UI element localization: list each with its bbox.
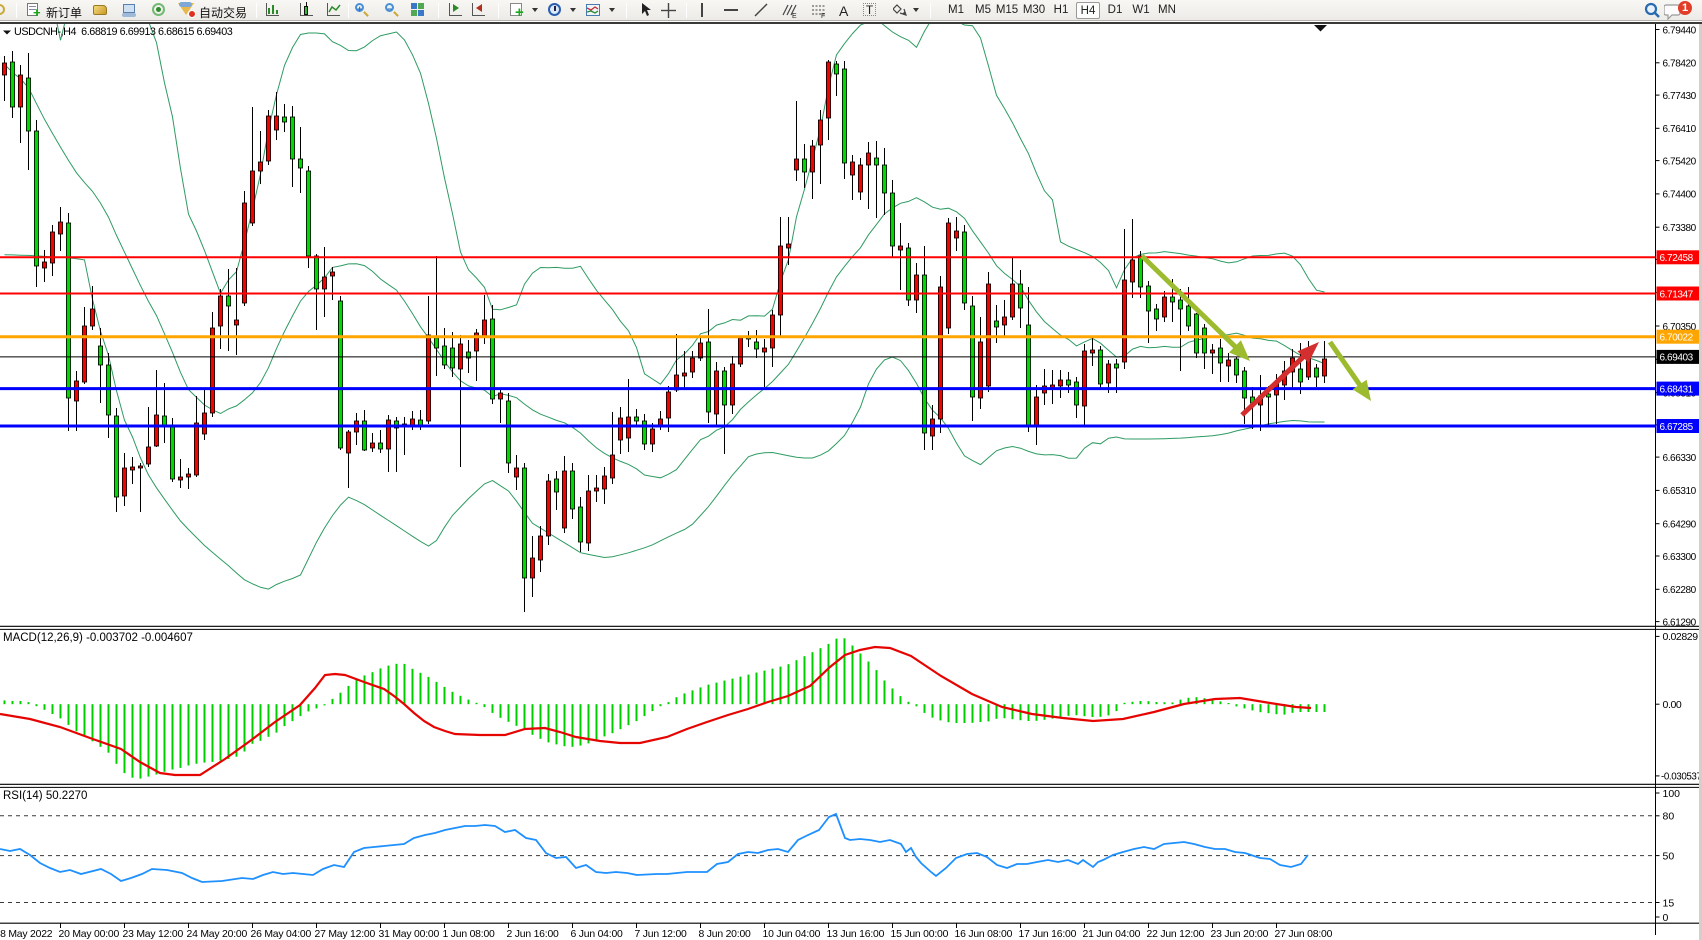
svg-text:0.00: 0.00 (1663, 699, 1682, 711)
svg-text:6.78420: 6.78420 (1663, 59, 1697, 70)
svg-text:MACD(12,26,9) -0.003702 -0.004: MACD(12,26,9) -0.003702 -0.004607 (3, 632, 193, 644)
svg-text:6.76410: 6.76410 (1663, 124, 1697, 135)
svg-text:20 May 00:00: 20 May 00:00 (59, 929, 120, 940)
svg-text:23 May 12:00: 23 May 12:00 (123, 929, 184, 940)
svg-text:6.69403: 6.69403 (1660, 353, 1694, 364)
svg-text:21 Jun 04:00: 21 Jun 04:00 (1083, 929, 1141, 940)
svg-text:10 Jun 04:00: 10 Jun 04:00 (763, 929, 821, 940)
svg-text:15 Jun 00:00: 15 Jun 00:00 (891, 929, 949, 940)
svg-text:6.61290: 6.61290 (1663, 617, 1697, 628)
svg-text:6.71347: 6.71347 (1660, 289, 1694, 300)
svg-text:17 Jun 16:00: 17 Jun 16:00 (1019, 929, 1077, 940)
svg-text:6.70022: 6.70022 (1660, 333, 1694, 344)
svg-text:F: F (821, 13, 825, 18)
svg-text:6.72458: 6.72458 (1660, 253, 1694, 264)
svg-text:6.64290: 6.64290 (1663, 520, 1697, 531)
svg-text:50: 50 (1663, 850, 1675, 862)
svg-text:15: 15 (1663, 897, 1675, 909)
svg-text:6.75420: 6.75420 (1663, 156, 1697, 167)
svg-text:6.63300: 6.63300 (1663, 552, 1697, 563)
svg-text:23 Jun 20:00: 23 Jun 20:00 (1211, 929, 1269, 940)
svg-text:24 May 20:00: 24 May 20:00 (187, 929, 248, 940)
svg-text:27 May 12:00: 27 May 12:00 (315, 929, 376, 940)
svg-text:6.77430: 6.77430 (1663, 91, 1697, 102)
svg-text:6.74400: 6.74400 (1663, 190, 1697, 201)
svg-text:6.68431: 6.68431 (1660, 384, 1694, 395)
svg-text:RSI(14) 50.2270: RSI(14) 50.2270 (3, 790, 87, 802)
svg-text:E: E (792, 13, 797, 18)
svg-text:13 Jun 16:00: 13 Jun 16:00 (827, 929, 885, 940)
svg-text:-0.030537: -0.030537 (1661, 772, 1702, 783)
svg-text:1 Jun 08:00: 1 Jun 08:00 (443, 929, 496, 940)
svg-text:8 Jun 20:00: 8 Jun 20:00 (699, 929, 752, 940)
svg-text:26 May 04:00: 26 May 04:00 (251, 929, 312, 940)
svg-text:16 Jun 08:00: 16 Jun 08:00 (955, 929, 1013, 940)
svg-text:USDCNH-,H4 6.68819 6.69913 6.: USDCNH-,H4 6.68819 6.69913 6.68615 6.694… (14, 26, 233, 38)
svg-text:7 Jun 12:00: 7 Jun 12:00 (635, 929, 688, 940)
svg-text:6.62280: 6.62280 (1663, 585, 1697, 596)
svg-text:80: 80 (1663, 811, 1675, 823)
svg-text:6.66330: 6.66330 (1663, 453, 1697, 464)
svg-text:2 Jun 16:00: 2 Jun 16:00 (507, 929, 560, 940)
svg-text:6 Jun 04:00: 6 Jun 04:00 (571, 929, 624, 940)
svg-text:6.70350: 6.70350 (1663, 322, 1697, 333)
svg-text:6.79440: 6.79440 (1663, 25, 1697, 36)
svg-text:22 Jun 12:00: 22 Jun 12:00 (1147, 929, 1205, 940)
svg-text:0: 0 (1663, 912, 1669, 924)
svg-text:6.73380: 6.73380 (1663, 223, 1697, 234)
svg-text:27 Jun 08:00: 27 Jun 08:00 (1275, 929, 1333, 940)
svg-text:18 May 2022: 18 May 2022 (0, 929, 53, 940)
svg-text:31 May 00:00: 31 May 00:00 (379, 929, 440, 940)
svg-text:100: 100 (1663, 788, 1681, 800)
svg-text:0.02829: 0.02829 (1663, 631, 1699, 643)
svg-text:6.67285: 6.67285 (1660, 422, 1694, 433)
svg-text:6.65310: 6.65310 (1663, 486, 1697, 497)
